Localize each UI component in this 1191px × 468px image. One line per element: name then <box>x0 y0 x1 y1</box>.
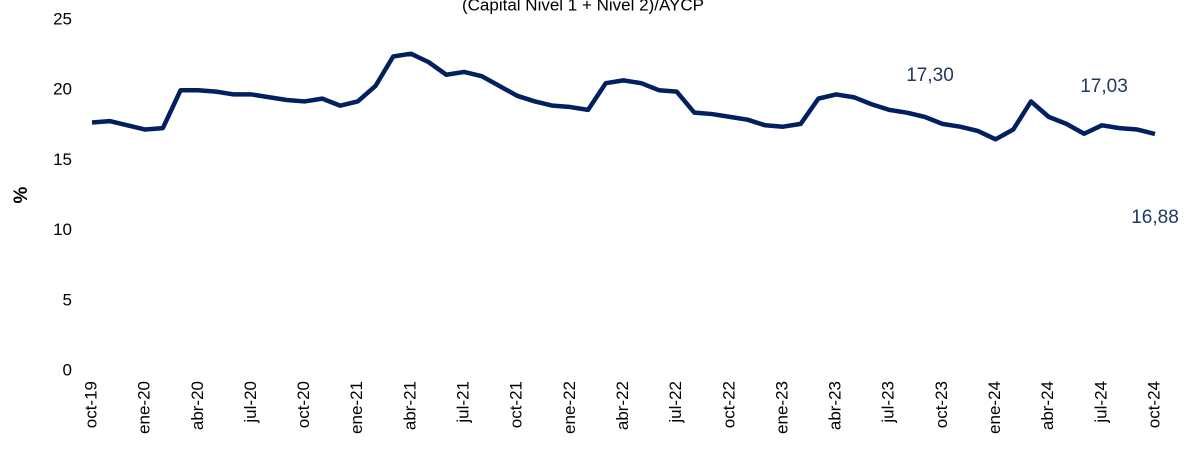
x-tick-label: oct-19 <box>81 381 100 428</box>
y-axis-label: % <box>11 186 32 203</box>
x-tick-label: jul-24 <box>1091 381 1110 424</box>
y-tick-label: 15 <box>53 150 72 169</box>
x-tick-label: abr-21 <box>400 381 419 430</box>
x-tick-label: jul-22 <box>666 381 685 424</box>
x-tick-label: jul-20 <box>241 381 260 424</box>
chart-title: (Capital Nivel 1 + Nivel 2)/AYCP <box>462 0 704 14</box>
annotation: 17,03 <box>1080 76 1128 97</box>
x-tick-label: jul-23 <box>879 381 898 424</box>
y-tick-label: 0 <box>63 360 72 379</box>
x-tick-label: ene-21 <box>347 381 366 434</box>
x-tick-label: ene-20 <box>135 381 154 434</box>
x-tick-label: abr-24 <box>1038 381 1057 430</box>
line-series <box>91 51 1156 142</box>
y-tick-label: 10 <box>53 220 72 239</box>
x-tick-label: abr-22 <box>613 381 632 430</box>
x-tick-label: jul-21 <box>454 381 473 424</box>
x-tick-label: oct-23 <box>932 381 951 428</box>
annotation: 17,30 <box>906 65 954 86</box>
x-tick-label: ene-22 <box>560 381 579 434</box>
x-tick-label: oct-21 <box>507 381 526 428</box>
x-tick-label: ene-24 <box>985 381 1004 434</box>
y-tick-label: 5 <box>63 290 72 309</box>
x-tick-label: ene-23 <box>772 381 791 434</box>
y-tick-label: 20 <box>53 80 72 99</box>
x-tick-label: oct-22 <box>719 381 738 428</box>
x-tick-label: oct-24 <box>1144 381 1163 428</box>
x-tick-label: abr-20 <box>188 381 207 430</box>
annotation: 16,88 <box>1131 207 1179 228</box>
y-tick-label: 25 <box>53 9 72 28</box>
x-tick-label: oct-20 <box>294 381 313 428</box>
x-tick-label: abr-23 <box>826 381 845 430</box>
